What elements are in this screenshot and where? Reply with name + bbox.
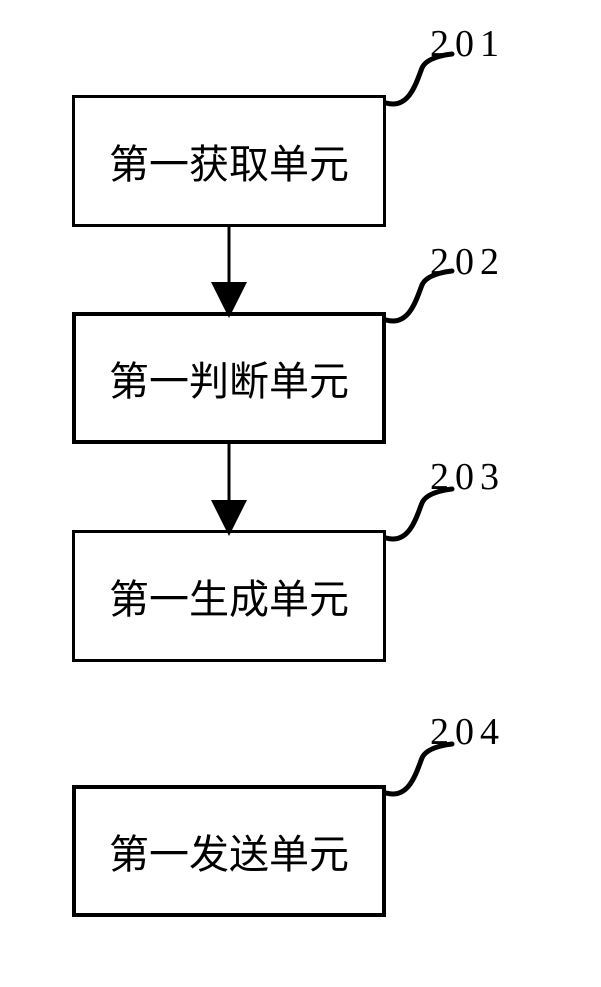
node-send-unit: 第一发送单元 bbox=[72, 785, 386, 917]
ref-text: 204 bbox=[430, 711, 505, 753]
node-label: 第一判断单元 bbox=[109, 349, 349, 407]
node-generate-unit: 第一生成单元 bbox=[72, 530, 386, 662]
diagram-canvas: 第一获取单元 第一判断单元 第一生成单元 第一发送单元 201 202 203 … bbox=[0, 0, 601, 987]
node-label: 第一获取单元 bbox=[109, 132, 349, 190]
ref-text: 201 bbox=[430, 23, 505, 65]
node-label: 第一生成单元 bbox=[109, 567, 349, 625]
ref-label-204: 204 bbox=[430, 710, 505, 754]
ref-text: 202 bbox=[430, 241, 505, 283]
ref-label-202: 202 bbox=[430, 240, 505, 284]
node-judge-unit: 第一判断单元 bbox=[72, 312, 386, 444]
node-label: 第一发送单元 bbox=[109, 822, 349, 880]
node-acquire-unit: 第一获取单元 bbox=[72, 95, 386, 227]
ref-text: 203 bbox=[430, 456, 505, 498]
ref-label-201: 201 bbox=[430, 22, 505, 66]
ref-label-203: 203 bbox=[430, 455, 505, 499]
